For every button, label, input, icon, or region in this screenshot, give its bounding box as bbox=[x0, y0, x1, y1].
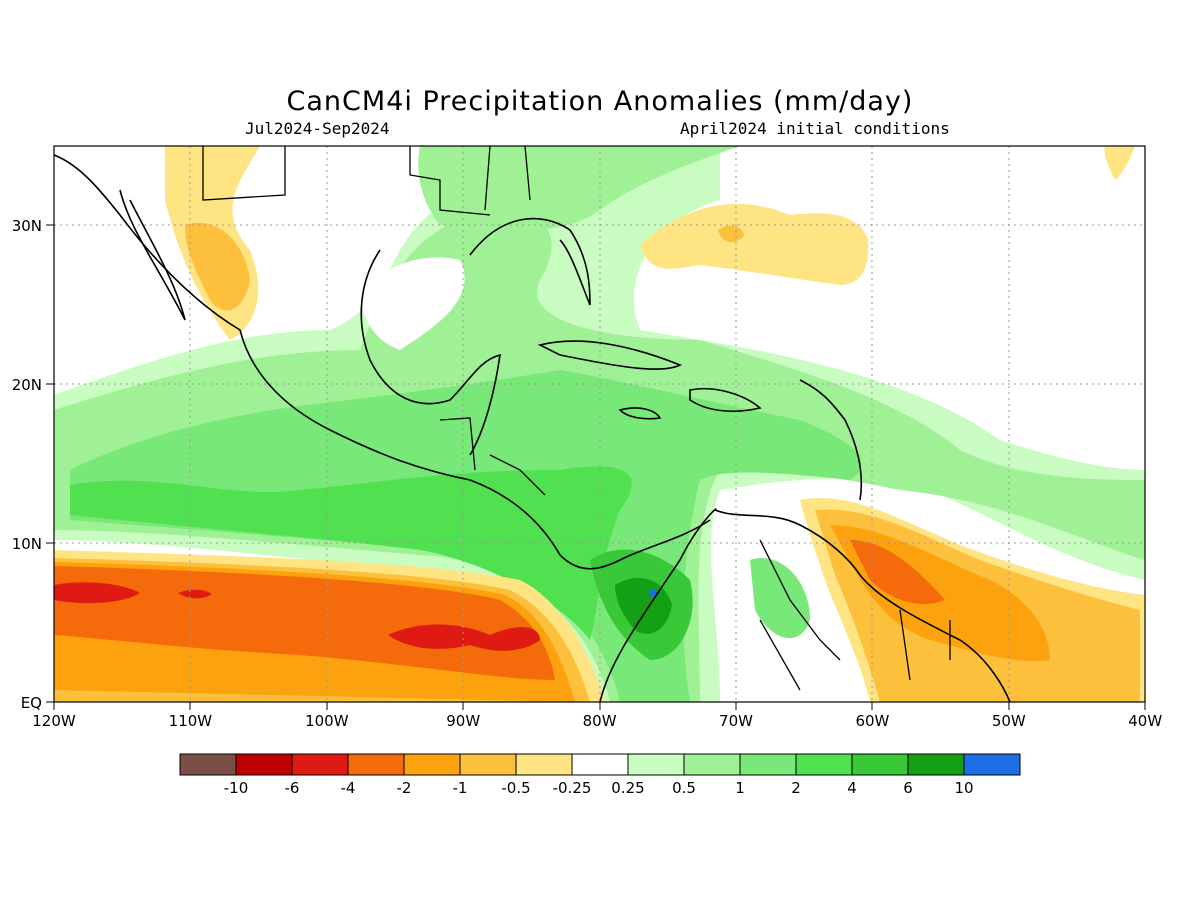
colorbar-swatch bbox=[739, 753, 797, 776]
lat-label: 30N bbox=[12, 217, 42, 235]
wet-max-spot bbox=[649, 589, 657, 597]
graticule bbox=[54, 146, 1145, 702]
dry-deep-belt bbox=[54, 566, 555, 680]
dry-red-spot-3 bbox=[388, 624, 540, 651]
colorbar-swatch bbox=[291, 753, 349, 776]
white-gulf bbox=[360, 257, 465, 350]
dry-red-spot-2 bbox=[178, 589, 212, 599]
lon-label: 90W bbox=[446, 712, 480, 730]
lon-label: 80W bbox=[583, 712, 617, 730]
lon-label: 120W bbox=[32, 712, 76, 730]
colorbar-labels: -10 -6 -4 -2 -1 -0.5 -0.25 0.25 0.5 1 2 4 6 10 bbox=[224, 779, 974, 797]
colorbar-label: 0.5 bbox=[672, 779, 696, 797]
wet-se-us bbox=[418, 146, 740, 231]
colorbar-swatch bbox=[347, 753, 405, 776]
colorbar-swatch bbox=[851, 753, 909, 776]
colorbar-label: -10 bbox=[224, 779, 249, 797]
colorbar-swatch bbox=[627, 753, 685, 776]
latitude-labels: EQ 10N 20N 30N bbox=[12, 217, 42, 712]
colorbar-label: 0.25 bbox=[611, 779, 644, 797]
map-title: CanCM4i Precipitation Anomalies (mm/day) bbox=[286, 86, 914, 117]
axis-ticks bbox=[46, 224, 1146, 710]
colorbar-swatch bbox=[459, 753, 517, 776]
initial-conditions: April2024 initial conditions bbox=[680, 119, 950, 138]
forecast-period: Jul2024-Sep2024 bbox=[245, 119, 390, 138]
colorbar-swatch bbox=[179, 753, 237, 776]
lon-label: 110W bbox=[169, 712, 213, 730]
dry-baja-core bbox=[185, 222, 250, 311]
colorbar-swatch bbox=[683, 753, 741, 776]
anomaly-field bbox=[54, 146, 1145, 702]
colorbar-label: 6 bbox=[903, 779, 913, 797]
longitude-labels: 120W 110W 100W 90W 80W 70W 60W 50W 40W bbox=[32, 712, 1162, 730]
colorbar-label: -0.25 bbox=[553, 779, 592, 797]
dry-red-spot-1 bbox=[54, 582, 140, 604]
dry-atlantic-north bbox=[640, 203, 869, 285]
colorbar-swatch bbox=[403, 753, 461, 776]
colorbar-label: 1 bbox=[735, 779, 745, 797]
colorbar-label: 2 bbox=[791, 779, 801, 797]
colorbar-swatch bbox=[963, 753, 1021, 776]
colorbar-swatch bbox=[795, 753, 853, 776]
dry-atlantic-north-core bbox=[718, 225, 744, 243]
dry-atl-deep bbox=[850, 540, 945, 604]
lon-label: 100W bbox=[305, 712, 349, 730]
colorbar-swatch bbox=[515, 753, 573, 776]
coastlines bbox=[54, 154, 1011, 702]
dry-ne-corner bbox=[1104, 146, 1135, 180]
colorbar bbox=[179, 753, 1021, 776]
lat-label: 20N bbox=[12, 376, 42, 394]
lon-label: 50W bbox=[992, 712, 1026, 730]
colorbar-label: -2 bbox=[397, 779, 412, 797]
wet-bright-south bbox=[750, 558, 810, 639]
lat-label: 10N bbox=[12, 535, 42, 553]
lat-label: EQ bbox=[21, 694, 42, 712]
colorbar-swatch bbox=[907, 753, 965, 776]
wet-bright-region bbox=[70, 466, 632, 640]
colorbar-label: -6 bbox=[285, 779, 300, 797]
borders bbox=[202, 146, 951, 691]
colorbar-label: -0.5 bbox=[501, 779, 530, 797]
colorbar-swatch bbox=[571, 753, 629, 776]
lon-label: 60W bbox=[855, 712, 889, 730]
lon-label: 40W bbox=[1128, 712, 1162, 730]
colorbar-label: 10 bbox=[954, 779, 973, 797]
colorbar-label: -1 bbox=[453, 779, 468, 797]
colorbar-label: 4 bbox=[847, 779, 857, 797]
lon-label: 70W bbox=[719, 712, 753, 730]
colorbar-label: -4 bbox=[341, 779, 356, 797]
colorbar-swatch bbox=[235, 753, 293, 776]
